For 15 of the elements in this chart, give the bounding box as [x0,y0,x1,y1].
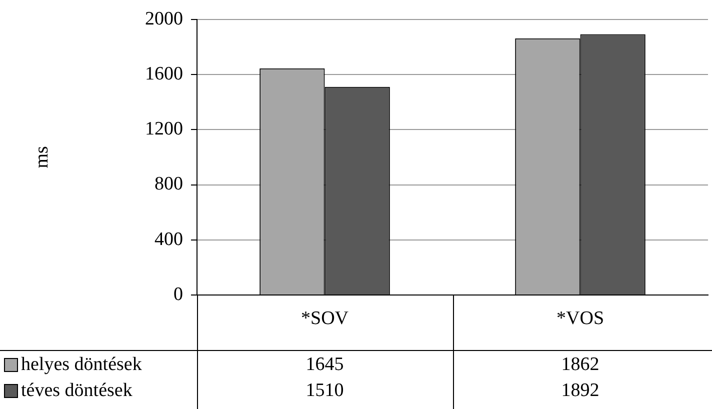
legend-label: téves döntések [21,380,133,401]
y-tick-label: 0 [174,284,183,305]
y-tick-label: 1600 [145,64,183,85]
y-tick-label: 400 [154,228,183,250]
data-label: 1645 [306,354,344,375]
data-label: 1510 [306,380,344,401]
y-tick-label: 2000 [145,8,183,30]
data-label: 1862 [561,354,600,375]
x-tick-label: *VOS [556,308,604,329]
y-axis-title: ms [31,146,52,168]
y-tick-label: 800 [154,174,183,195]
data-label: 1892 [561,380,600,401]
x-tick-label: *SOV [300,308,349,329]
y-tick-label: 1200 [145,118,183,140]
legend-label: helyes döntések [21,354,142,375]
